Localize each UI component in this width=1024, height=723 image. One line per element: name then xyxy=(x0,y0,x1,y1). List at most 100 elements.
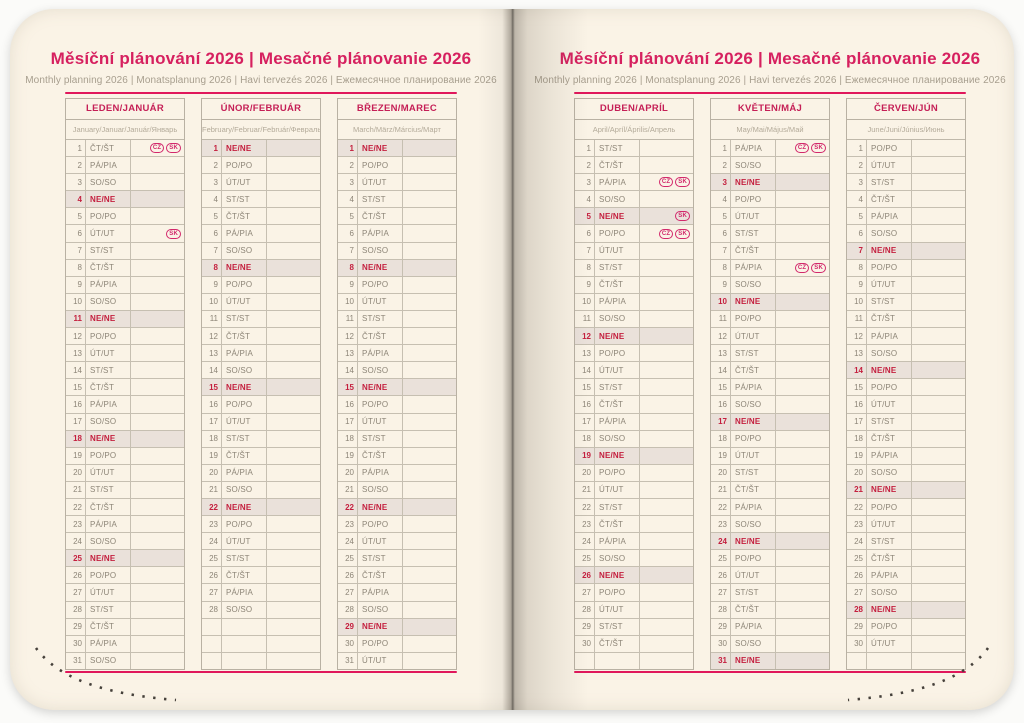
table-row: 25 ST/ST xyxy=(338,550,456,568)
weekday-label: ČT/ŠT xyxy=(86,140,131,157)
table-row: 31 SO/SO xyxy=(66,652,184,669)
notes-cell xyxy=(131,379,184,395)
notes-cell: CZ SK xyxy=(776,140,829,156)
day-number: 6 xyxy=(66,225,86,242)
weekday-label: PÁ/PIA xyxy=(86,157,131,174)
notes-cell xyxy=(403,294,456,310)
table-row: 8 PO/PO xyxy=(847,259,965,277)
weekday-label: NE/NE xyxy=(731,533,776,550)
notes-cell xyxy=(131,277,184,293)
table-row: 11 ST/ST xyxy=(202,310,320,329)
weekday-label: PÁ/PIA xyxy=(595,293,640,310)
table-row xyxy=(202,618,320,636)
table-row: 5 ČT/ŠT xyxy=(202,208,320,226)
weekday-label: NE/NE xyxy=(222,379,267,396)
table-row: 6 PÁ/PIA xyxy=(202,225,320,243)
table-row-sunday: 7 NE/NE xyxy=(847,242,965,260)
day-number: 10 xyxy=(575,293,595,310)
notes-cell xyxy=(267,260,320,276)
notes-cell xyxy=(912,191,965,207)
notes-cell xyxy=(640,550,693,566)
table-row-sunday: 8 NE/NE xyxy=(202,259,320,277)
weekday-label: ČT/ŠT xyxy=(595,157,640,174)
month-languages: March/März/Március/Март xyxy=(338,120,456,140)
day-number: 1 xyxy=(202,140,222,157)
table-row: 24 ÚT/UT xyxy=(202,533,320,551)
weekday-label: NE/NE xyxy=(358,618,403,635)
weekday-label: ST/ST xyxy=(86,362,131,379)
weekday-label: ÚT/UT xyxy=(867,635,912,652)
weekday-label: ČT/ŠT xyxy=(86,259,131,276)
table-row: 30 ÚT/UT xyxy=(847,635,965,653)
notes-cell xyxy=(403,465,456,481)
day-number: 21 xyxy=(202,481,222,498)
table-row: 13 ÚT/UT xyxy=(66,345,184,363)
day-number xyxy=(202,618,222,635)
notes-cell xyxy=(131,602,184,618)
day-number: 7 xyxy=(711,242,731,259)
notes-cell xyxy=(912,345,965,361)
table-row: 16 PO/PO xyxy=(338,396,456,414)
weekday-label: ST/ST xyxy=(867,174,912,191)
weekday-label xyxy=(222,652,267,669)
notes-cell xyxy=(776,243,829,259)
day-number: 6 xyxy=(575,225,595,242)
title-rule xyxy=(574,92,966,94)
weekday-label: PO/PO xyxy=(595,584,640,601)
weekday-label: PO/PO xyxy=(358,635,403,652)
month-table: DUBEN/APRÍL April/Apríl/Április/Апрель 1 ST… xyxy=(574,98,694,670)
notes-cell xyxy=(640,311,693,327)
day-number: 8 xyxy=(847,259,867,276)
day-number: 15 xyxy=(575,379,595,396)
notes-cell xyxy=(131,567,184,583)
table-row: 3 PÁ/PIA CZ SK xyxy=(575,174,693,192)
day-number: 28 xyxy=(338,601,358,618)
table-row: 7 ČT/ŠT xyxy=(711,242,829,260)
table-row: 26 ČT/ŠT xyxy=(338,567,456,585)
table-row: 11 ST/ST xyxy=(338,310,456,329)
table-row: 4 ST/ST xyxy=(202,191,320,209)
day-number: 27 xyxy=(202,584,222,601)
table-row: 20 PÁ/PIA xyxy=(202,464,320,482)
table-row: 10 PÁ/PIA xyxy=(575,293,693,311)
notes-cell xyxy=(776,465,829,481)
day-number: 5 xyxy=(66,208,86,225)
weekday-label: ÚT/UT xyxy=(731,447,776,464)
weekday-label: ÚT/UT xyxy=(358,413,403,430)
day-number: 20 xyxy=(202,464,222,481)
notes-cell xyxy=(776,294,829,310)
table-row: 9 PO/PO xyxy=(338,276,456,294)
weekday-label: SO/SO xyxy=(595,191,640,208)
weekday-label: SO/SO xyxy=(595,550,640,567)
notes-cell xyxy=(131,414,184,430)
notes-cell xyxy=(912,567,965,583)
day-number: 13 xyxy=(338,345,358,362)
table-row: 16 PÁ/PIA xyxy=(66,396,184,414)
table-row: 16 PO/PO xyxy=(202,396,320,414)
weekday-label: NE/NE xyxy=(731,174,776,191)
weekday-label: PÁ/PIA xyxy=(86,516,131,533)
weekday-label: ÚT/UT xyxy=(222,174,267,191)
notes-cell xyxy=(403,362,456,378)
day-number: 7 xyxy=(575,242,595,259)
weekday-label: PO/PO xyxy=(222,157,267,174)
notes-cell xyxy=(912,174,965,190)
month-name: DUBEN/APRÍL xyxy=(575,99,693,120)
day-number: 14 xyxy=(711,362,731,379)
day-number: 13 xyxy=(202,345,222,362)
notes-cell xyxy=(403,191,456,207)
month-rows: 1 ST/ST 2 ČT/ŠT 3 PÁ/PIA CZ SK 4 SO/SO 5 NE/NE SK 6 PO… xyxy=(575,140,693,669)
day-number xyxy=(202,652,222,669)
notes-cell xyxy=(912,208,965,224)
table-row: 12 ÚT/UT xyxy=(711,328,829,346)
day-number: 19 xyxy=(338,447,358,464)
notes-cell xyxy=(267,619,320,635)
table-row-sunday: 18 NE/NE xyxy=(66,430,184,448)
weekday-label: ČT/ŠT xyxy=(867,310,912,328)
weekday-label: SO/SO xyxy=(867,584,912,601)
day-number: 23 xyxy=(338,516,358,533)
notes-cell xyxy=(403,260,456,276)
weekday-label: SO/SO xyxy=(358,481,403,498)
day-number: 7 xyxy=(338,242,358,259)
day-number: 24 xyxy=(338,533,358,550)
